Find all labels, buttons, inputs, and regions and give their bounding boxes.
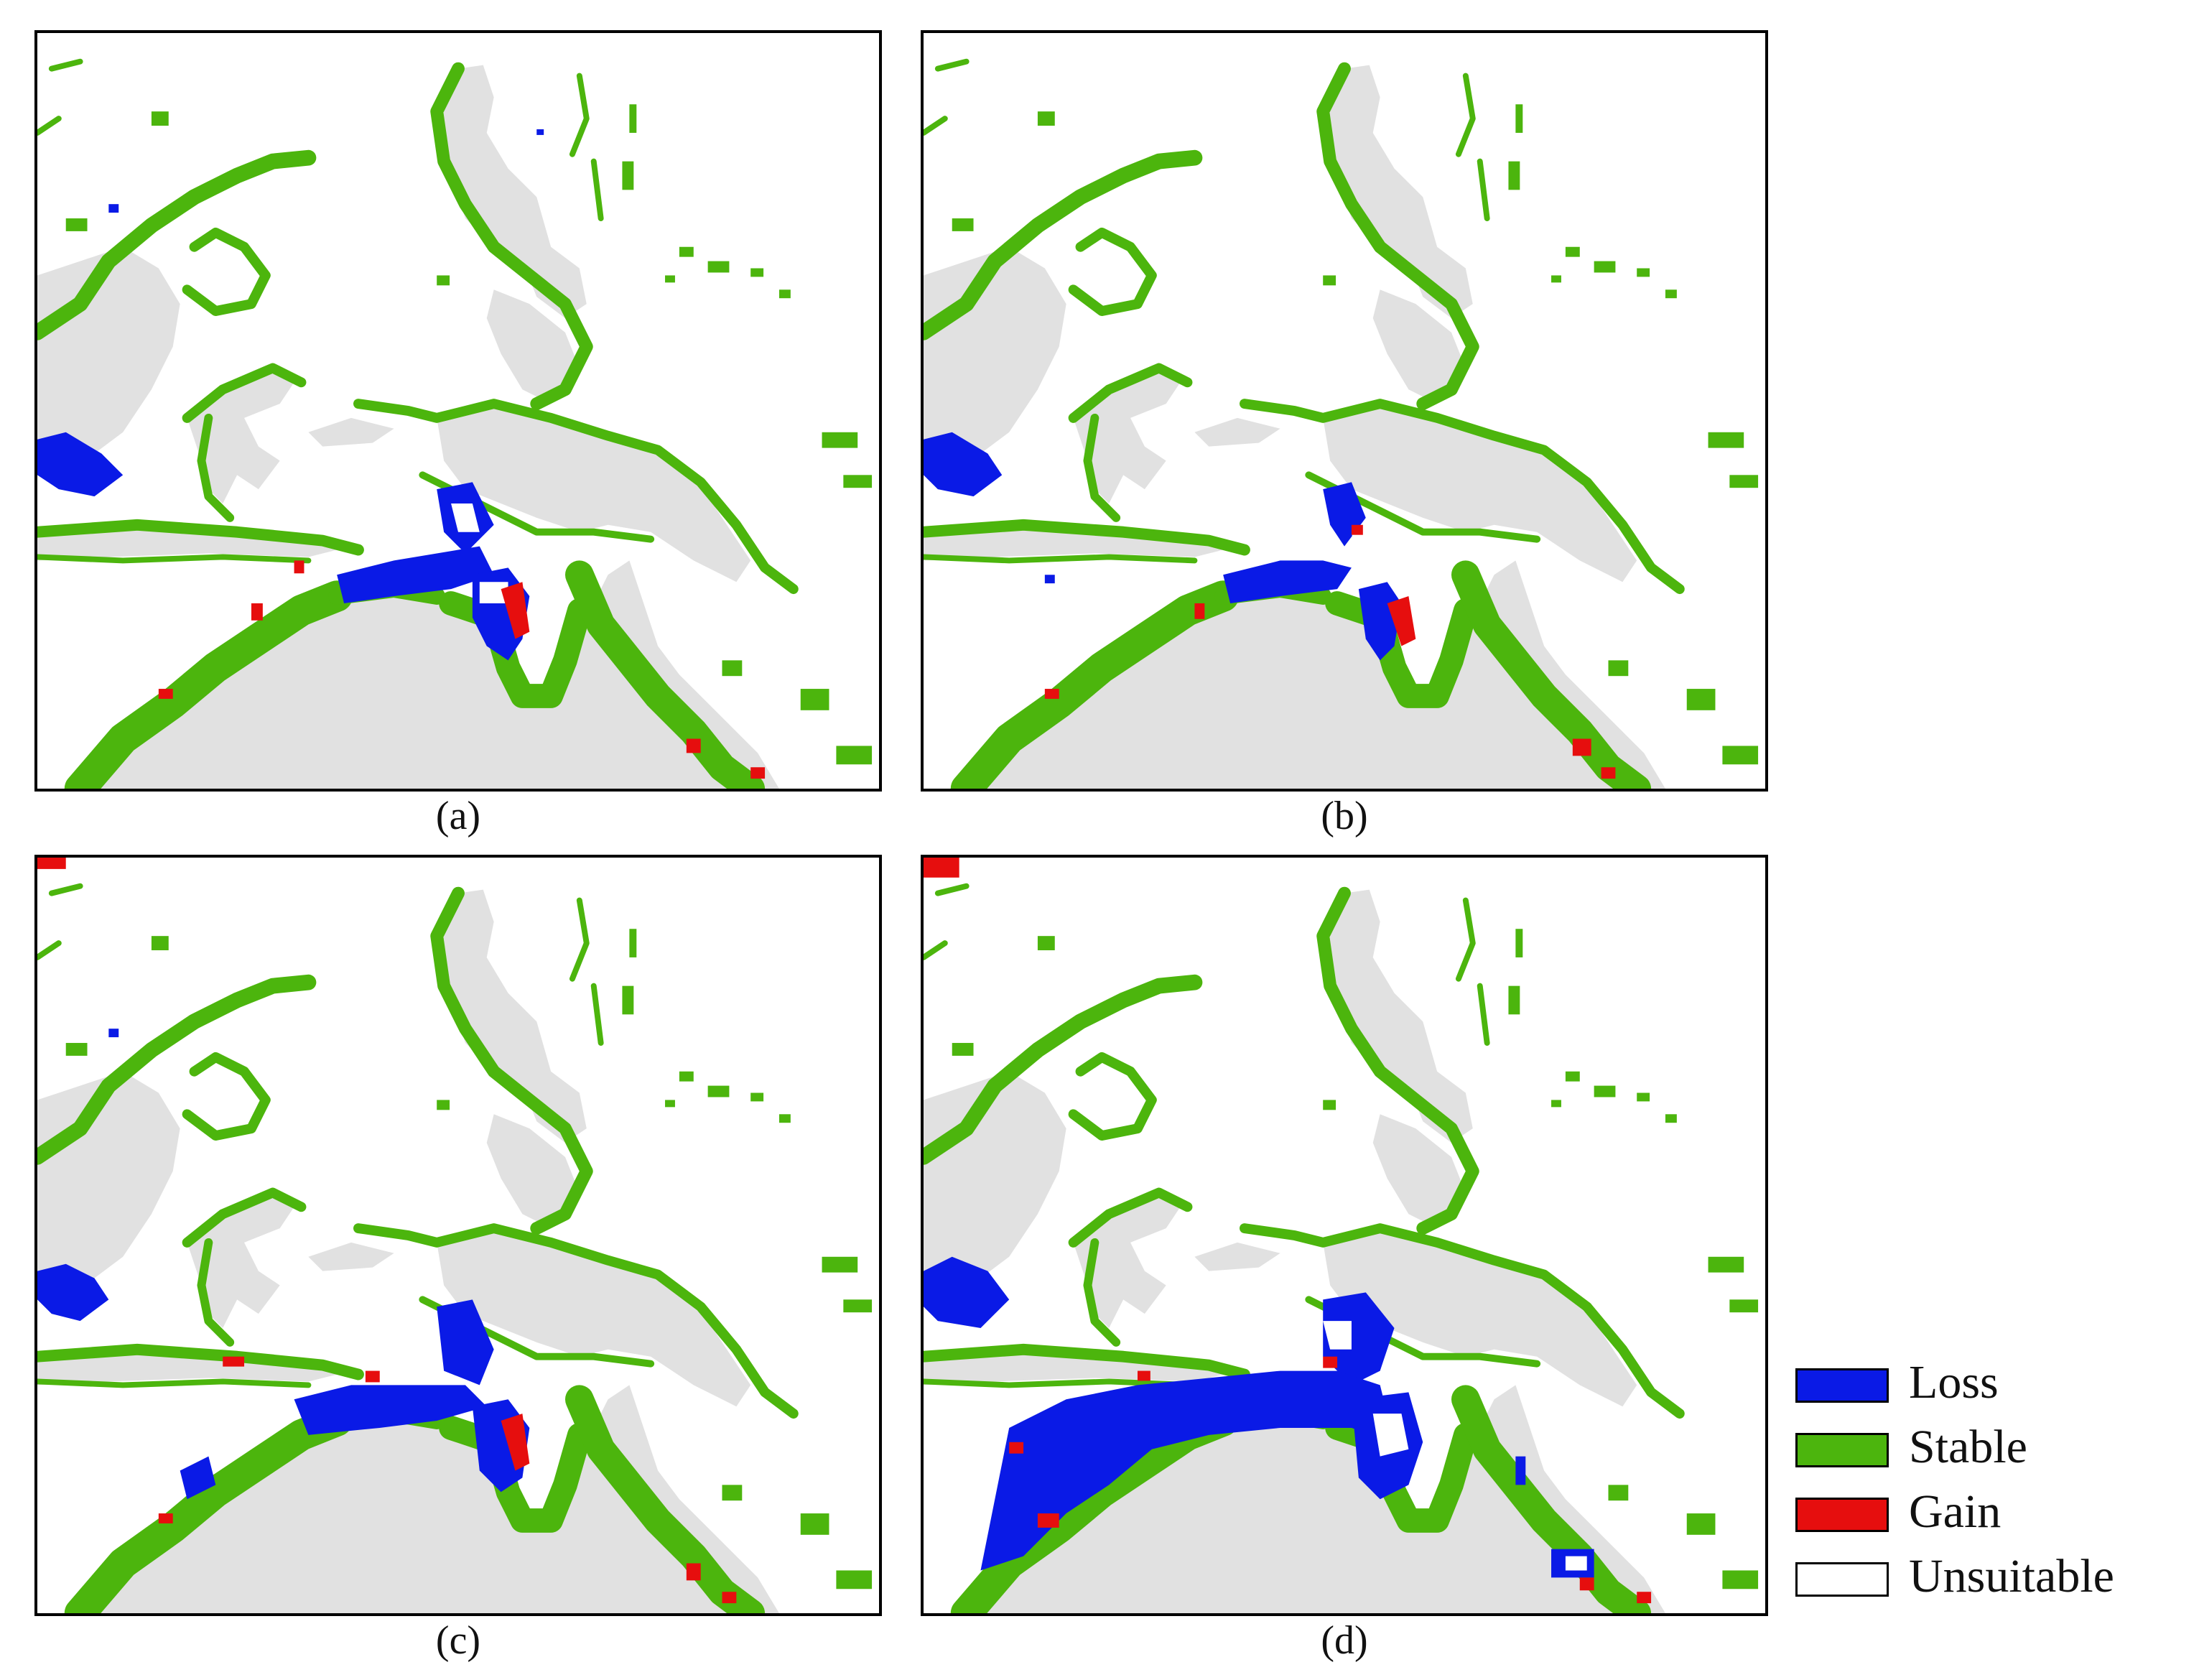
- map-svg-c: [37, 858, 879, 1613]
- panel-caption-d: (d): [1321, 1618, 1368, 1663]
- legend-swatch-stable: [1795, 1433, 1889, 1467]
- panel-caption-c: (c): [435, 1618, 481, 1663]
- legend-item-gain: Gain: [1795, 1483, 2183, 1541]
- panel-caption-b: (b): [1321, 794, 1368, 838]
- legend: Loss Stable Gain Unsuitable: [1795, 1354, 2183, 1612]
- map-panel-c: [34, 855, 882, 1616]
- legend-swatch-unsuitable: [1795, 1562, 1889, 1597]
- legend-label-loss: Loss: [1909, 1356, 1999, 1408]
- map-panel-b: [921, 30, 1768, 792]
- map-svg-b: [924, 33, 1765, 789]
- legend-item-stable: Stable: [1795, 1419, 2183, 1476]
- map-svg-a: [37, 33, 879, 789]
- map-panel-a: [34, 30, 882, 792]
- legend-label-unsuitable: Unsuitable: [1909, 1550, 2114, 1602]
- map-svg-d: [924, 858, 1765, 1613]
- legend-swatch-loss: [1795, 1368, 1889, 1403]
- legend-label-gain: Gain: [1909, 1485, 2002, 1538]
- legend-label-stable: Stable: [1909, 1421, 2027, 1473]
- legend-item-loss: Loss: [1795, 1354, 2183, 1411]
- legend-item-unsuitable: Unsuitable: [1795, 1548, 2183, 1605]
- panel-caption-a: (a): [435, 794, 481, 838]
- map-panel-d: [921, 855, 1768, 1616]
- legend-swatch-gain: [1795, 1498, 1889, 1532]
